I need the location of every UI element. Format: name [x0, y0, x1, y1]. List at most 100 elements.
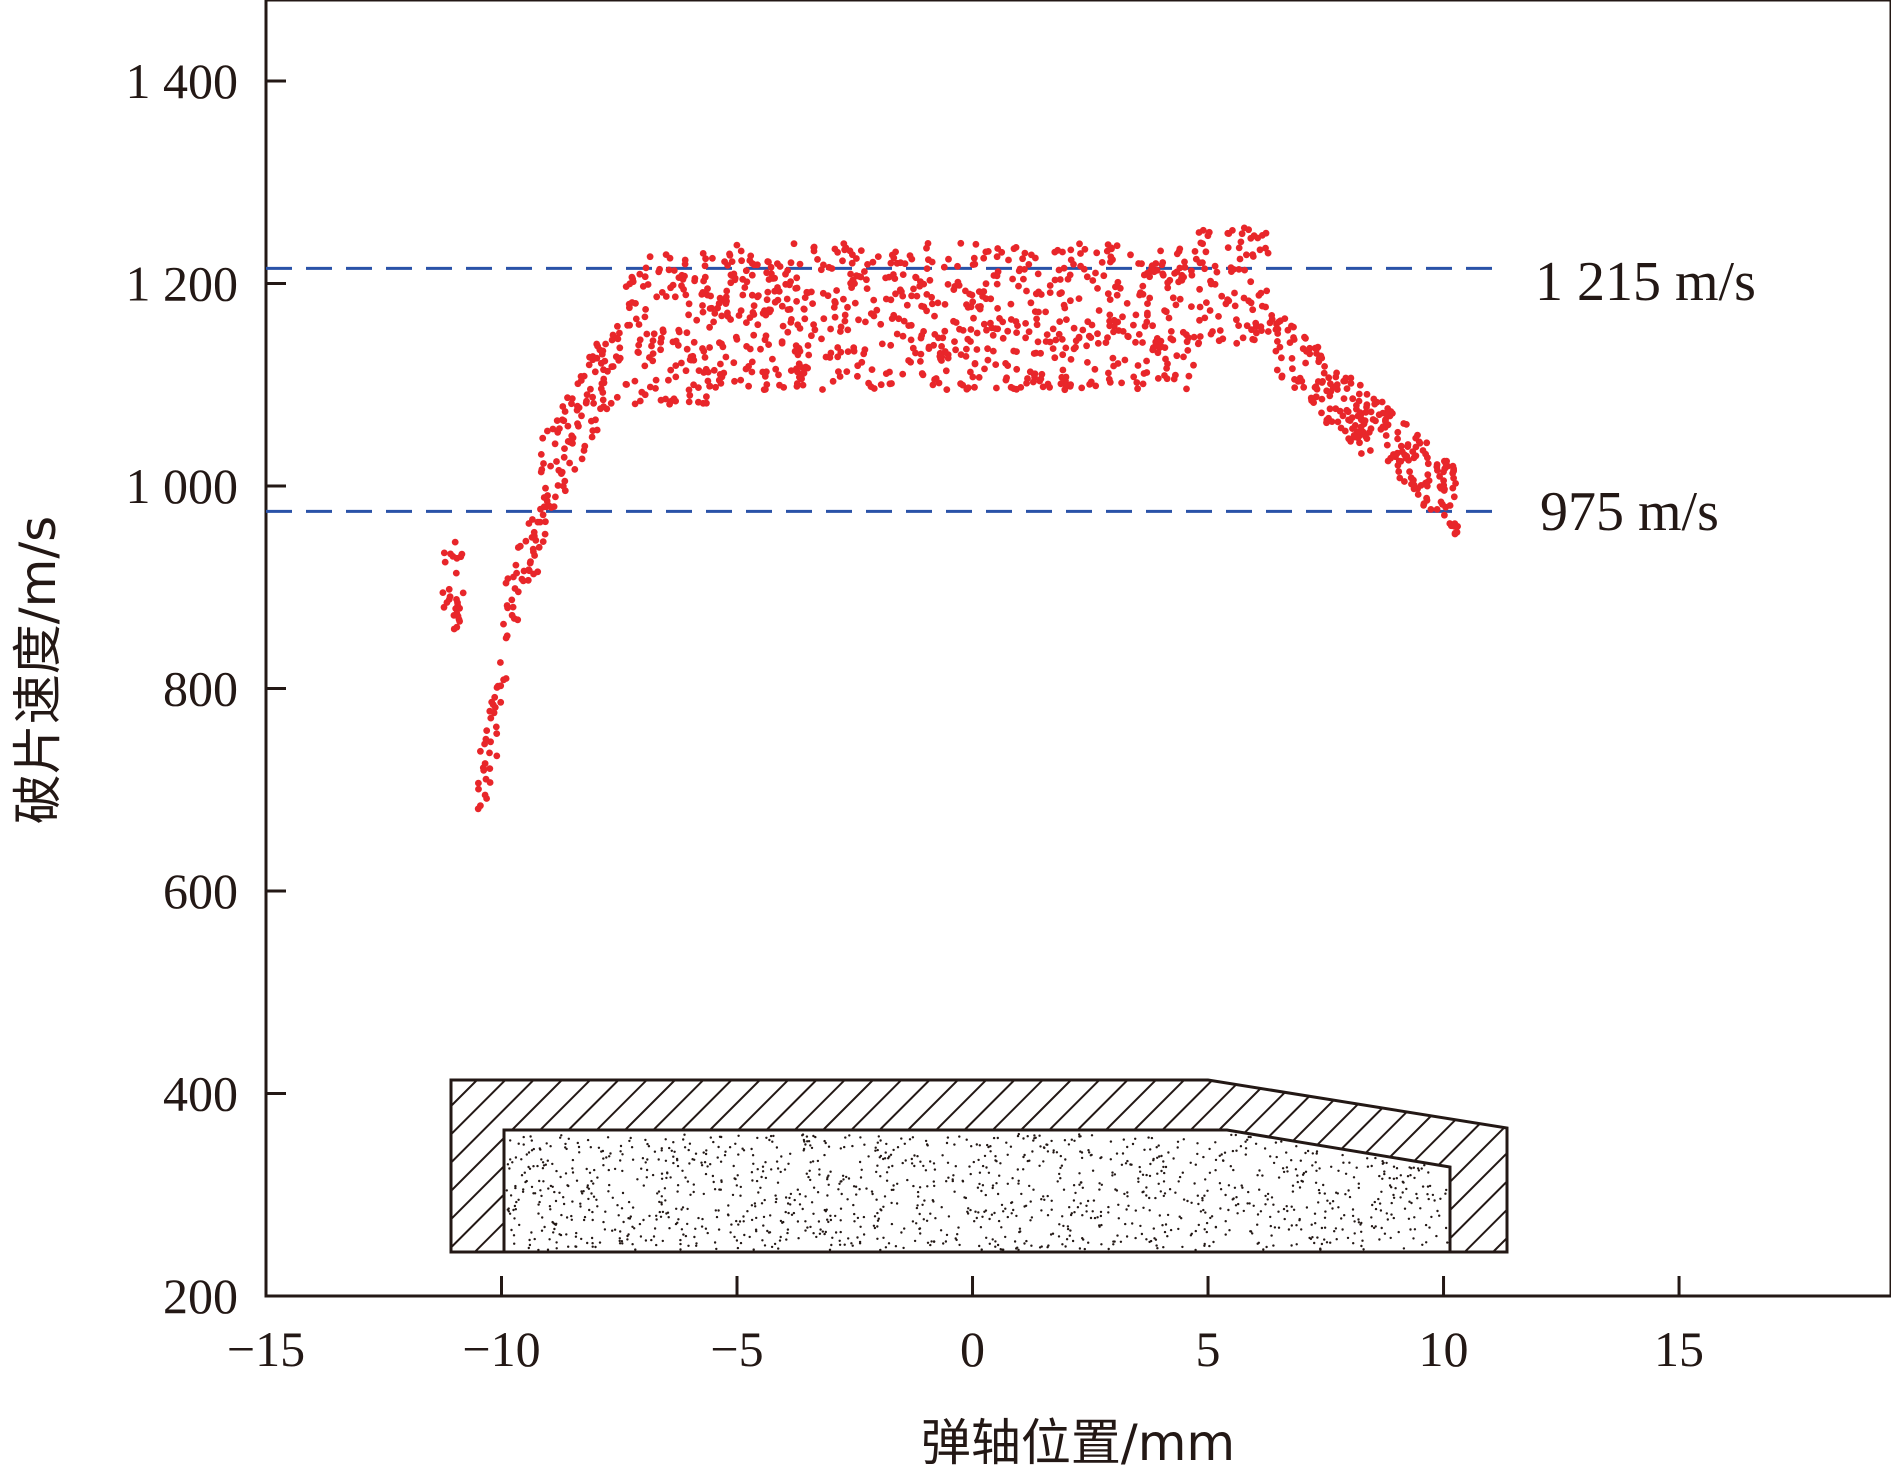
data-point — [800, 369, 808, 377]
data-point — [616, 329, 623, 337]
data-point — [1114, 278, 1122, 286]
data-point — [882, 370, 890, 377]
data-point — [717, 360, 724, 368]
data-point — [973, 329, 981, 337]
data-point — [525, 567, 533, 575]
data-point — [1412, 452, 1420, 460]
data-point — [1363, 390, 1371, 398]
data-point — [1169, 294, 1177, 302]
data-point — [695, 384, 702, 391]
data-point — [544, 427, 551, 435]
data-point — [1225, 230, 1233, 238]
data-point — [450, 625, 458, 633]
data-point — [993, 384, 1000, 392]
data-point — [560, 453, 568, 461]
data-point — [748, 271, 756, 279]
data-point — [1021, 266, 1028, 273]
data-point — [903, 301, 911, 309]
data-point — [614, 335, 622, 343]
data-point — [987, 319, 994, 327]
data-point — [1288, 355, 1296, 362]
data-point — [699, 399, 707, 407]
data-point — [1139, 282, 1147, 290]
data-point — [1230, 266, 1237, 273]
data-point — [784, 328, 792, 336]
data-point — [492, 723, 500, 731]
data-point — [716, 294, 724, 302]
data-point — [1404, 441, 1412, 448]
data-point — [456, 604, 463, 612]
data-point — [486, 749, 493, 757]
data-point — [964, 303, 972, 311]
data-point — [1347, 380, 1355, 387]
data-point — [564, 422, 572, 430]
data-point — [772, 365, 780, 373]
data-point — [1176, 264, 1184, 272]
data-point — [778, 338, 786, 345]
data-point — [952, 319, 960, 326]
data-point — [994, 245, 1002, 252]
data-point — [1032, 349, 1040, 357]
data-point — [1258, 327, 1265, 334]
data-point — [828, 265, 836, 272]
data-point — [899, 370, 907, 378]
data-point — [827, 325, 834, 333]
data-point — [1046, 289, 1054, 296]
data-point — [1077, 250, 1084, 257]
data-point — [1395, 457, 1403, 465]
data-point — [482, 775, 490, 783]
data-point — [726, 250, 733, 258]
data-point — [862, 318, 869, 326]
data-point — [666, 254, 674, 262]
data-point — [600, 366, 607, 374]
data-point — [588, 433, 596, 441]
data-point — [1327, 380, 1334, 388]
data-point — [746, 314, 754, 321]
data-point — [1339, 412, 1347, 420]
data-point — [1059, 351, 1067, 359]
data-point — [1046, 282, 1054, 289]
data-point — [1094, 285, 1101, 292]
data-point — [642, 264, 650, 272]
data-point — [1382, 417, 1389, 425]
data-point — [983, 326, 990, 334]
data-point — [786, 305, 794, 313]
data-point — [737, 376, 745, 384]
data-point — [984, 248, 992, 255]
data-point — [748, 291, 756, 299]
data-point — [1323, 387, 1331, 395]
data-point — [1190, 333, 1198, 341]
data-point — [453, 596, 460, 603]
data-point — [1315, 355, 1323, 363]
data-point — [1017, 384, 1025, 391]
data-point — [1332, 373, 1340, 381]
data-point — [1181, 258, 1188, 266]
data-point — [571, 466, 579, 473]
data-point — [493, 752, 501, 760]
data-point — [1055, 266, 1063, 274]
data-point — [710, 366, 718, 374]
data-point — [1022, 320, 1029, 327]
data-point — [973, 346, 981, 353]
data-point — [1382, 432, 1390, 439]
data-point — [858, 358, 866, 366]
data-point — [873, 306, 881, 314]
data-point — [554, 428, 562, 436]
data-point — [646, 383, 654, 391]
data-point — [1027, 299, 1035, 307]
data-point — [967, 326, 975, 333]
data-point — [439, 589, 447, 596]
data-point — [1167, 328, 1175, 335]
data-point — [1302, 359, 1309, 367]
data-point — [683, 345, 691, 353]
data-point — [956, 325, 963, 333]
data-point — [1191, 248, 1199, 255]
data-point — [681, 256, 689, 264]
data-point — [895, 315, 903, 323]
data-point — [1004, 327, 1012, 335]
data-point — [1274, 338, 1281, 345]
data-point — [1094, 339, 1102, 347]
data-point — [553, 458, 560, 465]
data-point — [1441, 511, 1448, 519]
data-point — [1394, 428, 1402, 436]
